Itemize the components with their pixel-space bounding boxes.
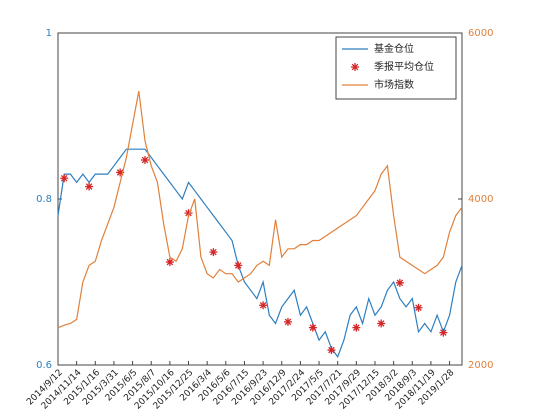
star-marker (141, 155, 150, 164)
star-marker (352, 323, 361, 332)
series-line (57, 148, 463, 358)
star-marker (184, 209, 193, 218)
legend-label: 基金仓位 (374, 42, 414, 55)
y-tick-label: 0.6 (36, 360, 52, 371)
star-marker (116, 168, 125, 177)
y-tick-label: 1 (46, 28, 52, 39)
star-marker (60, 174, 69, 183)
star-marker (85, 182, 94, 191)
star-marker (234, 261, 243, 270)
star-marker (165, 258, 174, 267)
y2-tick-label: 2000 (468, 360, 493, 371)
star-marker (209, 248, 218, 257)
star-marker (283, 317, 292, 326)
series-line (57, 90, 463, 329)
legend-marker (351, 63, 359, 71)
star-marker (327, 346, 336, 355)
y-tick-label: 0.8 (36, 194, 52, 205)
y2-tick-label: 4000 (468, 194, 493, 205)
legend-label: 季报平均仓位 (374, 60, 434, 73)
legend-label: 市场指数 (374, 78, 414, 91)
star-marker (259, 301, 268, 310)
y2-tick-label: 6000 (468, 28, 493, 39)
star-marker (395, 278, 404, 287)
star-marker (439, 328, 448, 337)
star-marker (414, 303, 423, 312)
star-marker (308, 323, 317, 332)
star-marker (377, 319, 386, 328)
